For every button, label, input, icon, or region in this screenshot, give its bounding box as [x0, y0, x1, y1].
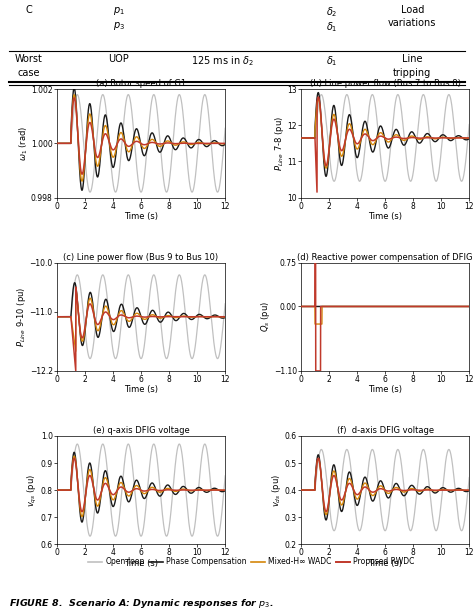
Text: Load: Load: [401, 5, 424, 15]
X-axis label: Time (s): Time (s): [368, 386, 402, 394]
Text: Line: Line: [402, 54, 423, 65]
Text: $\delta_1$: $\delta_1$: [326, 54, 337, 68]
Text: $p_1$: $p_1$: [113, 5, 124, 17]
Title: (e) q-axis DFIG voltage: (e) q-axis DFIG voltage: [92, 426, 190, 435]
Title: (c) Line power flow (Bus 9 to Bus 10): (c) Line power flow (Bus 9 to Bus 10): [64, 253, 219, 262]
Text: 125 ms in $\delta_2$: 125 ms in $\delta_2$: [191, 54, 254, 68]
Text: UOP: UOP: [108, 54, 129, 65]
Text: case: case: [17, 68, 40, 78]
Text: $p_3$: $p_3$: [112, 20, 125, 33]
X-axis label: Time (s): Time (s): [124, 559, 158, 568]
X-axis label: Time (s): Time (s): [368, 212, 402, 221]
Legend: Open-loop, Phase Compensation, Mixed-H∞ WADC, Proposed RWDC: Open-loop, Phase Compensation, Mixed-H∞ …: [85, 554, 417, 569]
Text: C: C: [25, 5, 32, 15]
Title: (d) Reactive power compensation of DFIG: (d) Reactive power compensation of DFIG: [297, 253, 473, 262]
Text: FIGURE 8.  Scenario A: Dynamic responses for $p_3$.: FIGURE 8. Scenario A: Dynamic responses …: [9, 597, 274, 610]
Text: tripping: tripping: [393, 68, 431, 78]
X-axis label: Time (s): Time (s): [124, 212, 158, 221]
Text: $\delta_1$: $\delta_1$: [326, 20, 337, 34]
Text: Worst: Worst: [15, 54, 42, 65]
Text: variations: variations: [388, 18, 437, 28]
Y-axis label: $P_{Line}$ 7-8 (pu): $P_{Line}$ 7-8 (pu): [273, 116, 286, 171]
Text: $\delta_2$: $\delta_2$: [326, 5, 337, 18]
Title: (a) Rotor speed of G1: (a) Rotor speed of G1: [96, 79, 186, 89]
X-axis label: Time (s): Time (s): [368, 559, 402, 568]
Y-axis label: $v_{ds}$ (pu): $v_{ds}$ (pu): [270, 474, 283, 507]
Y-axis label: $P_{Line}$ 9-10 (pu): $P_{Line}$ 9-10 (pu): [15, 287, 28, 347]
Y-axis label: $Q_s$ (pu): $Q_s$ (pu): [259, 301, 272, 332]
Y-axis label: $\omega_1$ (rad): $\omega_1$ (rad): [17, 125, 29, 161]
Title: (b) Line power flow (Bus 7 to Bus 8): (b) Line power flow (Bus 7 to Bus 8): [310, 79, 461, 89]
X-axis label: Time (s): Time (s): [124, 386, 158, 394]
Title: (f)  d-axis DFIG voltage: (f) d-axis DFIG voltage: [337, 426, 434, 435]
Y-axis label: $v_{qs}$ (pu): $v_{qs}$ (pu): [26, 474, 39, 507]
